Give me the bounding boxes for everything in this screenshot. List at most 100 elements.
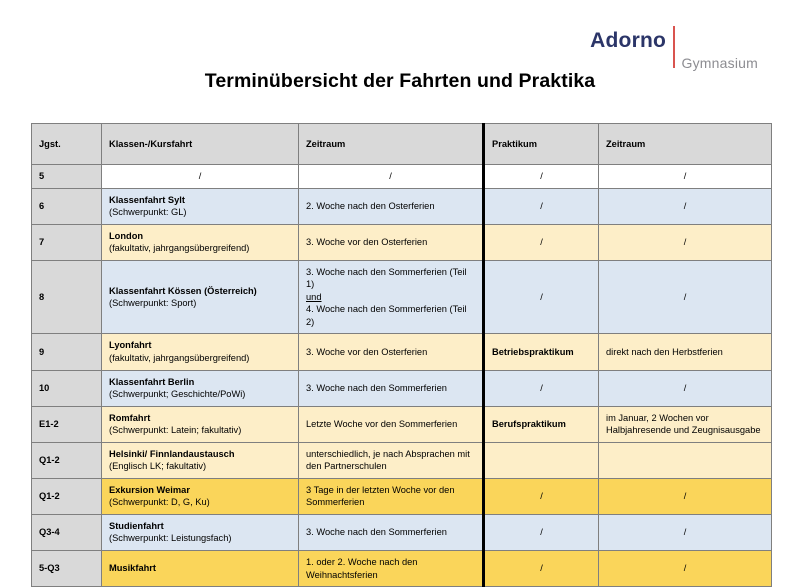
zeitraum-text: 1. oder 2. Woche nach den Weihnachtsferi…: [306, 557, 418, 580]
empty-slash: /: [540, 382, 543, 393]
table-row: 5 / / / /: [31, 164, 772, 189]
cell-jgst: 9: [31, 333, 102, 371]
logo-school-name: Adorno: [590, 29, 667, 52]
trip-subtitle: (Schwerpunkt: D, G, Ku): [109, 497, 210, 508]
trip-title: Klassenfahrt Berlin: [109, 376, 195, 387]
cell-praktikum: /: [482, 369, 599, 407]
table-row: 8 Klassenfahrt Kössen (Österreich) (Schwer…: [31, 259, 772, 335]
cell-jgst: 10: [31, 369, 102, 407]
empty-slash: /: [683, 563, 687, 574]
zeitraum-line: 3. Woche nach den Sommerferien (Teil 1): [306, 266, 467, 290]
cell-zeitraum-praktikum: /: [598, 259, 772, 335]
zeitraum-text: 3 Tage in der letzten Woche vor den Somm…: [306, 484, 455, 508]
trip-subtitle: (Schwerpunkt: GL): [109, 207, 187, 218]
table-row: E1-2 Romfahrt (Schwerpunkt: Latein; fakult…: [31, 405, 772, 443]
cell-praktikum: /: [482, 259, 599, 335]
zeitraum-line: und: [306, 291, 322, 302]
school-logo: Adorno Gymnasium: [590, 26, 758, 74]
praktikum-label: Betriebspraktikum: [492, 346, 574, 357]
trip-title: London: [109, 230, 144, 241]
cell-zeitraum-praktikum: direkt nach den Herbstferien: [598, 333, 772, 371]
cell-praktikum: /: [482, 550, 599, 587]
cell-praktikum: /: [482, 187, 599, 225]
zeitraum-text: 3. Woche vor den Osterferien: [306, 346, 428, 357]
cell-jgst: 7: [31, 223, 102, 261]
zeitraum-text: 2. Woche nach den Osterferien: [306, 200, 435, 211]
schedule-table: Jgst. Klassen-/Kursfahrt Zeitraum Prakti…: [31, 123, 772, 587]
empty-slash: /: [540, 563, 543, 574]
trip-title: Helsinki/ Finnlandaustausch: [109, 448, 235, 459]
cell-zeitraum-fahrt: 2. Woche nach den Osterferien: [298, 187, 484, 225]
zeitraum-text: 3. Woche vor den Osterferien: [306, 236, 428, 247]
zeitraum-text: /: [389, 171, 392, 181]
cell-praktikum: /: [482, 164, 599, 189]
table-row: 5-Q3 Musikfahrt 1. oder 2. Woche nach den …: [31, 550, 772, 587]
table-row: 6 Klassenfahrt Sylt (Schwerpunkt: GL) 2. Wo…: [31, 187, 772, 225]
cell-jgst: Q1-2: [31, 477, 102, 515]
trip-subtitle: (Englisch LK; fakultativ): [109, 461, 207, 472]
empty-slash: /: [540, 236, 543, 247]
cell-zeitraum-fahrt: 1. oder 2. Woche nach den Weihnachtsferi…: [298, 550, 484, 587]
cell-klassenfahrt: Lyonfahrt (fakultativ, jahrgangsübergreif…: [101, 333, 299, 371]
zeitraum-text: Letzte Woche vor den Sommerferien: [306, 418, 458, 429]
cell-zeitraum-fahrt: 3. Woche nach den Sommerferien (Teil 1) u…: [298, 259, 484, 335]
cell-zeitraum-praktikum: /: [598, 164, 772, 189]
column-header-klassenfahrt: Klassen-/Kursfahrt: [101, 123, 299, 165]
cell-zeitraum-fahrt: Letzte Woche vor den Sommerferien: [298, 405, 484, 443]
cell-praktikum: /: [482, 513, 599, 552]
praktikum-label: Berufspraktikum: [492, 418, 566, 429]
trip-title: Lyonfahrt: [109, 340, 152, 351]
cell-jgst: 5: [31, 164, 102, 189]
cell-klassenfahrt: Musikfahrt: [101, 550, 299, 587]
empty-slash: /: [540, 200, 543, 211]
cell-zeitraum-praktikum: /: [598, 187, 772, 225]
trip-subtitle: (Schwerpunkt: Latein; fakultativ): [109, 425, 242, 436]
empty-slash: /: [198, 171, 202, 181]
trip-title: Musikfahrt: [109, 563, 157, 574]
zeitraum-line: 4. Woche nach den Sommerferien (Teil 2): [306, 304, 467, 327]
trip-subtitle: (Schwerpunkt: Leistungsfach): [109, 533, 232, 544]
trip-subtitle: (Schwerpunkt; Geschichte/PoWi): [109, 389, 246, 400]
logo-school-subtitle: Gymnasium: [681, 55, 758, 71]
empty-slash: /: [683, 200, 687, 211]
table-row: Q3-4 Studienfahrt (Schwerpunkt: Leistungsf…: [31, 513, 772, 552]
cell-zeitraum-praktikum: im Januar, 2 Wochen vor Halbjahresende u…: [598, 405, 772, 443]
cell-zeitraum-praktikum: /: [598, 477, 772, 515]
cell-zeitraum-fahrt: 3. Woche vor den Osterferien: [298, 333, 484, 371]
trip-title: Studienfahrt: [109, 520, 164, 531]
page-title: Terminübersicht der Fahrten und Praktika: [204, 70, 596, 92]
schedule-table-container: Jgst. Klassen-/Kursfahrt Zeitraum Prakti…: [31, 123, 772, 587]
cell-klassenfahrt: Klassenfahrt Kössen (Österreich) (Schwerp…: [101, 259, 299, 335]
table-row: 7 London (fakultativ, jahrgangsübergreifen…: [31, 223, 772, 261]
trip-title: Klassenfahrt Kössen (Österreich): [109, 285, 257, 296]
column-header-jgst: Jgst.: [31, 123, 102, 165]
zeitraum-text: 3. Woche nach den Sommerferien: [306, 527, 447, 538]
empty-slash: /: [540, 491, 543, 502]
empty-slash: /: [683, 291, 687, 302]
table-row: Q1-2 Exkursion Weimar (Schwerpunkt: D, G, …: [31, 477, 772, 515]
empty-slash: /: [540, 527, 543, 538]
cell-jgst: 8: [31, 259, 102, 335]
cell-zeitraum-praktikum: /: [598, 223, 772, 261]
cell-jgst: Q3-4: [31, 513, 102, 552]
table-row: 9 Lyonfahrt (fakultativ, jahrgangsübergrei…: [31, 333, 772, 371]
empty-slash: /: [540, 291, 543, 302]
cell-zeitraum-praktikum: /: [598, 369, 772, 407]
empty-slash: /: [540, 171, 543, 181]
column-header-zeitraum-fahrt: Zeitraum: [298, 123, 484, 165]
cell-klassenfahrt: /: [101, 164, 299, 189]
cell-zeitraum-praktikum: /: [598, 513, 772, 552]
trip-subtitle: (fakultativ, jahrgangsübergreifend): [109, 243, 250, 254]
cell-klassenfahrt: Klassenfahrt Sylt (Schwerpunkt: GL): [101, 187, 299, 225]
zeitraum-text: unterschiedlich, je nach Absprachen mit …: [306, 448, 470, 472]
cell-praktikum: /: [482, 477, 599, 515]
empty-slash: /: [683, 171, 687, 181]
zeitraum-text: direkt nach den Herbstferien: [606, 346, 723, 357]
column-header-zeitraum-praktikum: Zeitraum: [598, 123, 772, 165]
cell-jgst: 5-Q3: [31, 550, 102, 587]
cell-klassenfahrt: Helsinki/ Finnlandaustausch (Englisch LK;…: [101, 441, 299, 479]
table-head: Jgst. Klassen-/Kursfahrt Zeitraum Prakti…: [31, 123, 772, 165]
cell-praktikum: /: [482, 223, 599, 261]
cell-zeitraum-fahrt: 3 Tage in der letzten Woche vor den Somm…: [298, 477, 484, 515]
cell-klassenfahrt: Studienfahrt (Schwerpunkt: Leistungsfach): [101, 513, 299, 552]
